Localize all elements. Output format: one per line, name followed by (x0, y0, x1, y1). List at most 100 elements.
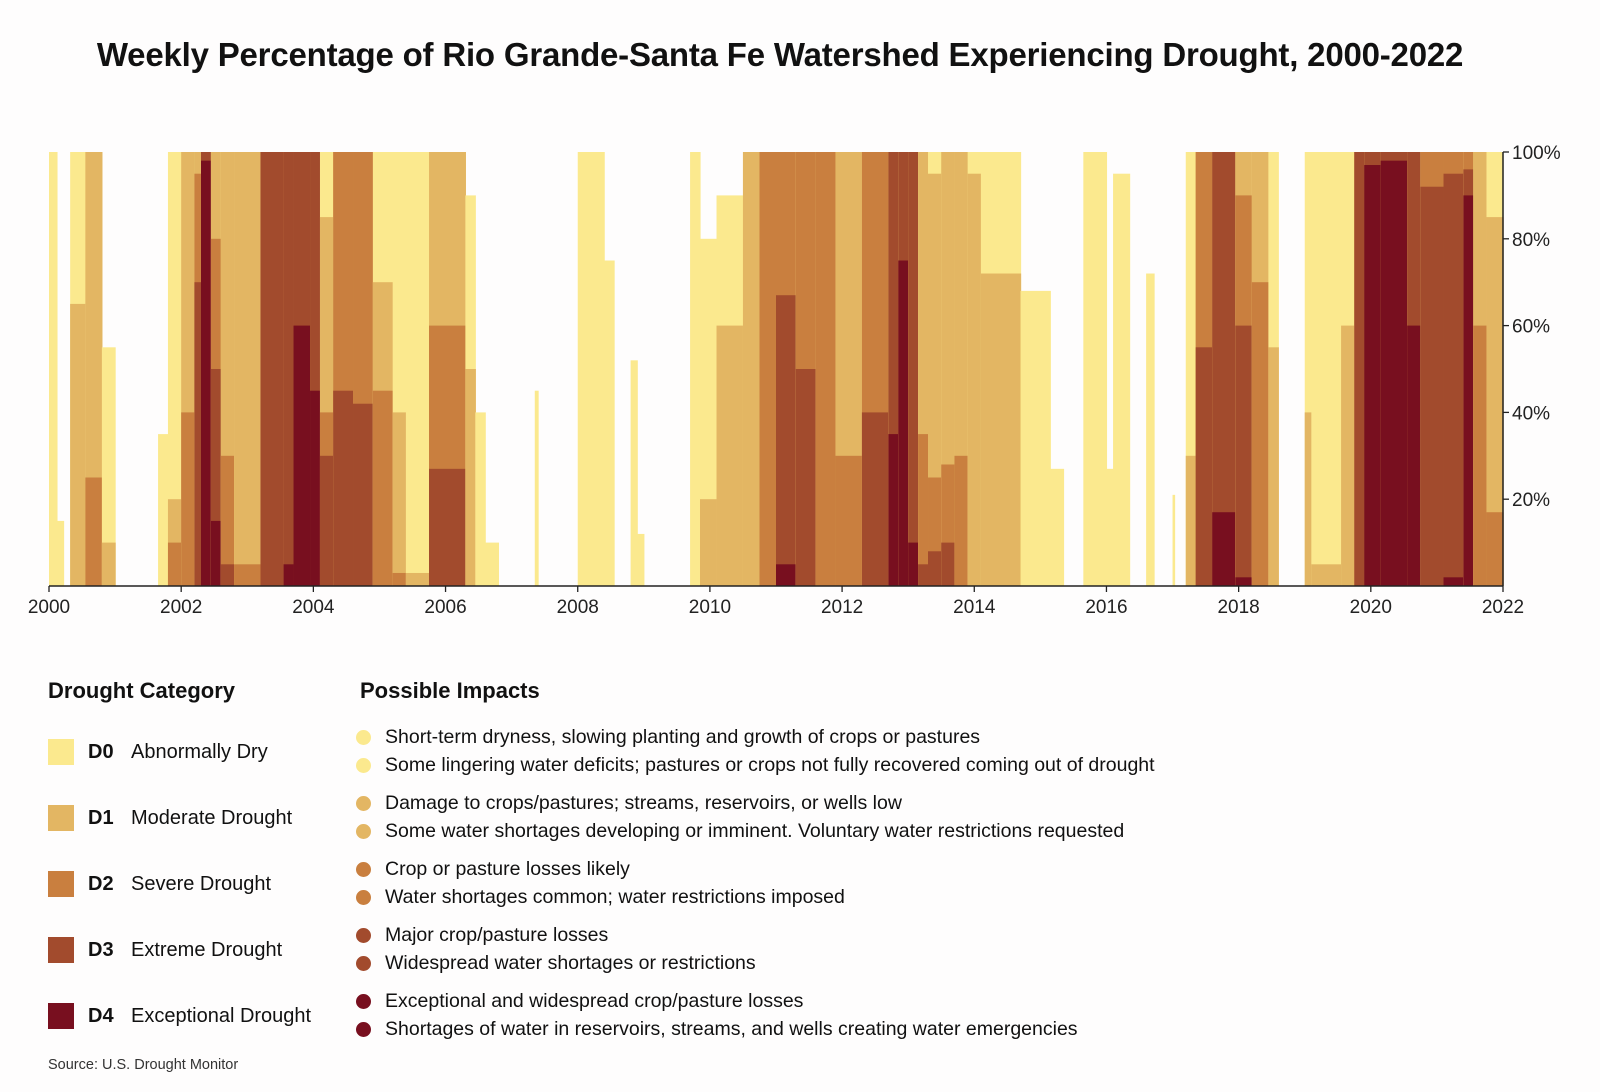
d0-swatch (48, 739, 74, 765)
x-tick-label: 2008 (557, 597, 599, 618)
bar-d4 (898, 260, 909, 586)
x-tick-label: 2012 (821, 597, 863, 618)
bar-d3 (1443, 173, 1464, 586)
bar-d0 (485, 542, 500, 586)
impact-text: Major crop/pasture losses (385, 924, 609, 946)
impact-text: Short-term dryness, slowing planting and… (385, 726, 981, 748)
chart-title: Weekly Percentage of Rio Grande-Santa Fe… (96, 36, 1464, 73)
impact-text: Damage to crops/pastures; streams, reser… (385, 792, 902, 814)
impact-item: Shortages of water in reservoirs, stream… (356, 1018, 1078, 1041)
y-tick-label: 20% (1512, 490, 1550, 511)
category-d4: D4 Exceptional Drought (48, 1002, 311, 1030)
bar-d2 (372, 390, 394, 586)
category-d2: D2 Severe Drought (48, 870, 271, 898)
bar-d2 (220, 455, 235, 586)
drought-bars (49, 152, 1504, 587)
bar-d3 (776, 295, 797, 586)
category-label: Severe Drought (131, 872, 272, 895)
bar-d0 (101, 347, 116, 586)
category-label: Exceptional Drought (131, 1004, 312, 1027)
bar-d2 (392, 572, 407, 586)
bar-d3 (795, 369, 817, 586)
bar-d3 (1212, 152, 1236, 586)
bar-d4 (1407, 325, 1421, 586)
bar-d1 (918, 152, 929, 586)
impact-item: Short-term dryness, slowing planting and… (356, 726, 980, 749)
bar-d4 (310, 390, 321, 586)
bar-d0 (1106, 468, 1114, 586)
d1-dot (356, 796, 371, 811)
bar-d1 (392, 412, 407, 586)
bar-d3 (319, 455, 334, 586)
bar-d4 (293, 325, 311, 586)
impacts-legend-heading: Possible Impacts (360, 678, 540, 703)
x-tick-label: 2010 (689, 597, 731, 618)
bar-d2 (954, 455, 969, 586)
bar-d1 (980, 273, 1022, 586)
x-tick-label: 2018 (1217, 597, 1259, 618)
category-d1: D1 Moderate Drought (48, 804, 292, 832)
x-tick-label: 2002 (160, 597, 202, 618)
category-code: D4 (88, 1004, 114, 1027)
bar-d0 (1020, 290, 1051, 586)
bar-d1 (465, 369, 476, 586)
bar-d2 (835, 455, 863, 586)
bar-d3 (1195, 347, 1213, 586)
category-code: D2 (88, 872, 114, 895)
bar-d2 (181, 412, 195, 586)
bar-d2 (759, 152, 777, 586)
impact-text: Crop or pasture losses likely (385, 858, 630, 880)
bar-d0 (534, 390, 539, 586)
bar-d4 (1235, 577, 1253, 586)
d2-dot (356, 862, 371, 877)
bar-d4 (776, 564, 797, 586)
x-tick-label: 2014 (953, 597, 996, 618)
impact-item: Crop or pasture losses likely (356, 858, 630, 881)
bar-d3 (310, 152, 321, 586)
bar-d1 (716, 325, 744, 586)
d1-swatch (48, 805, 74, 831)
bar-d3 (260, 152, 285, 586)
bar-d0 (690, 152, 701, 586)
bar-d0 (1311, 152, 1342, 586)
y-tick-label: 100% (1512, 143, 1561, 164)
d3-dot (356, 928, 371, 943)
bar-d2 (815, 152, 837, 586)
impact-item: Water shortages common; water restrictio… (356, 886, 845, 909)
bar-d0 (1083, 152, 1108, 586)
bar-d2 (918, 434, 929, 586)
d2-swatch (48, 871, 74, 897)
source-note: Source: U.S. Drought Monitor (48, 1057, 239, 1073)
bar-d3 (1354, 152, 1365, 586)
category-code: D3 (88, 938, 114, 961)
impact-item: Damage to crops/pastures; streams, reser… (356, 792, 902, 815)
drought-chart: 2000 2002 2004 2006 2008 2010 2012 2014 2016 2018… (28, 143, 1561, 618)
bar-d3 (908, 152, 919, 586)
impact-text: Some water shortages developing or immin… (385, 820, 1125, 842)
bar-d0 (405, 152, 430, 586)
bar-d0 (1172, 494, 1176, 586)
bar-d3 (429, 468, 466, 586)
bar-d2 (1486, 512, 1504, 586)
bar-d3 (353, 403, 374, 586)
bar-d4 (1212, 512, 1236, 586)
bar-d3 (1235, 325, 1253, 586)
bar-d0 (56, 520, 65, 586)
impact-text: Water shortages common; water restrictio… (385, 886, 845, 908)
bar-d1 (1268, 347, 1279, 586)
bar-d3 (941, 542, 956, 586)
bar-d1 (70, 303, 86, 586)
category-label: Extreme Drought (131, 938, 283, 961)
bar-d0 (1185, 152, 1197, 586)
bar-d0 (604, 260, 615, 586)
bar-d3 (928, 551, 942, 586)
y-tick-label: 60% (1512, 317, 1550, 338)
x-tick-label: 2020 (1350, 597, 1392, 618)
bar-d1 (1486, 217, 1504, 586)
impact-item: Major crop/pasture losses (356, 924, 608, 947)
bar-d3 (283, 152, 295, 586)
category-code: D1 (88, 806, 114, 829)
impact-text: Exceptional and widespread crop/pasture … (385, 990, 804, 1012)
bar-d1 (405, 572, 430, 586)
bar-d0 (167, 152, 182, 586)
